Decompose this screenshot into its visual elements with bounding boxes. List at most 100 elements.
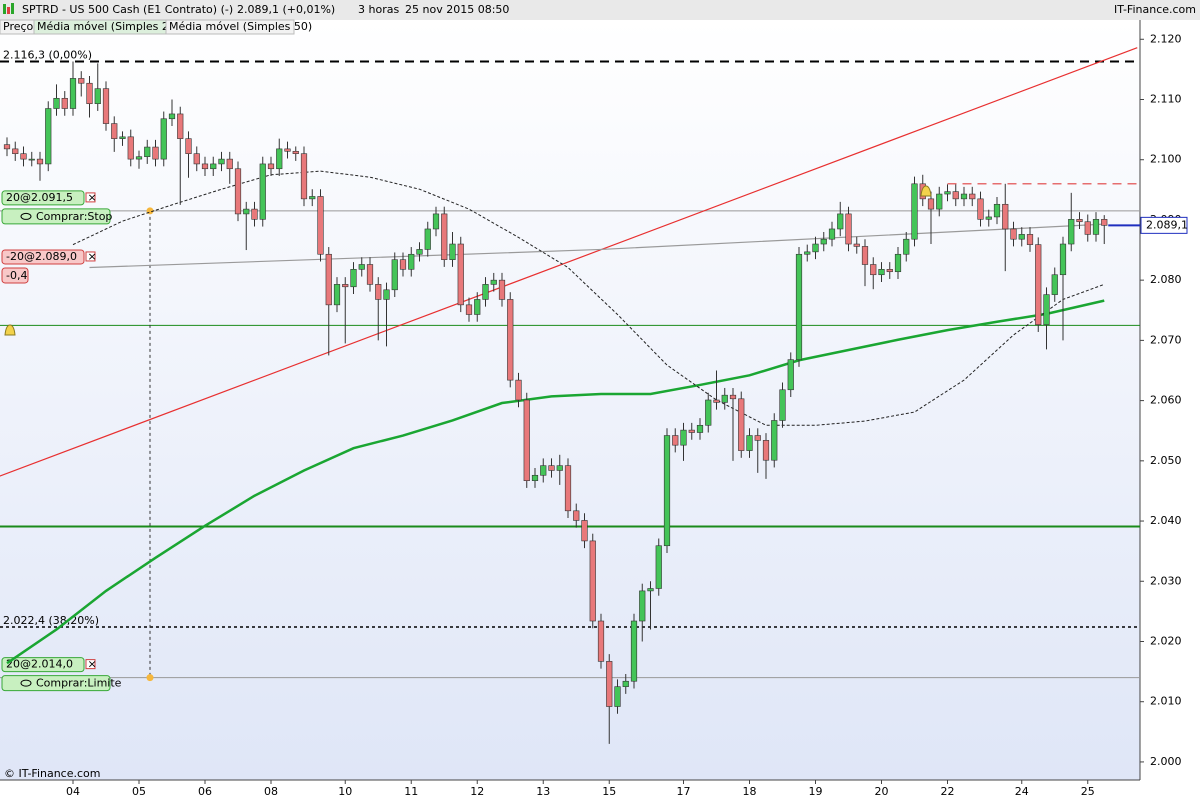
- candle-body: [350, 269, 357, 288]
- order-box[interactable]: [1, 249, 85, 265]
- candle-body: [853, 243, 860, 247]
- candle-body: [936, 193, 943, 210]
- candle-body: [1092, 219, 1100, 235]
- x-axis-area: [0, 780, 1200, 800]
- y-tick-label: 2.100: [1150, 153, 1182, 166]
- candle-body: [86, 82, 93, 105]
- x-tick-label: 24: [1015, 785, 1029, 798]
- alert-bell[interactable]: [920, 185, 932, 197]
- trendline: [0, 47, 1138, 477]
- candle-body: [259, 163, 266, 220]
- candle-body: [498, 279, 506, 300]
- header-bar: [0, 0, 1200, 20]
- candle-body: [696, 424, 704, 433]
- candle-body: [144, 146, 151, 158]
- candle-body: [251, 208, 258, 220]
- candle-body: [548, 465, 555, 471]
- x-tick-label: 15: [602, 785, 616, 798]
- candle-body: [540, 465, 547, 476]
- order-cancel-icon: ×: [88, 191, 97, 204]
- candle-body: [449, 243, 456, 260]
- candle-body: [465, 304, 473, 315]
- candle-body: [1084, 221, 1091, 235]
- candle-body: [655, 545, 662, 589]
- tab[interactable]: [165, 19, 295, 35]
- candle-body: [127, 136, 134, 160]
- order-box[interactable]: [1, 657, 85, 673]
- candle-body: [152, 146, 159, 160]
- icon: [7, 7, 10, 14]
- candle-body: [424, 228, 431, 250]
- order-action-box[interactable]: [1, 675, 111, 692]
- order-label: 20@2.091,5: [6, 191, 73, 204]
- x-tick-label: 11: [404, 785, 418, 798]
- tab-label[interactable]: Média móvel (Simples 200): [37, 20, 187, 33]
- order-cancel[interactable]: [85, 192, 96, 203]
- candle-body: [226, 158, 233, 170]
- trendline: [89, 223, 1105, 269]
- order-action-box[interactable]: [1, 267, 29, 284]
- title: SPTRD - US 500 Cash (E1 Contrato) (-): [22, 3, 233, 16]
- candle-body: [12, 148, 19, 154]
- plot: 2.116,3 (0,00%) 2.022,4 (38,20%) 20@2.091,…: [0, 47, 1140, 744]
- x-tick-label: 18: [743, 785, 757, 798]
- period: 3 horas: [358, 3, 399, 16]
- copyright: © IT-Finance.com: [4, 767, 101, 780]
- x-tick-label: 22: [941, 785, 955, 798]
- candle-body: [754, 435, 761, 441]
- order-action-box[interactable]: [1, 208, 111, 225]
- candle-body: [556, 465, 563, 471]
- eye-icon: [20, 679, 32, 687]
- candle-body: [53, 97, 60, 109]
- y-tick-label: 2.060: [1150, 394, 1182, 407]
- candle-body: [267, 163, 275, 170]
- candle-body: [647, 588, 654, 592]
- order-cancel[interactable]: [85, 659, 96, 670]
- candle-body: [886, 269, 893, 273]
- candle-body: [960, 193, 968, 200]
- price-info: 2.089,1 (+0,01%): [237, 3, 335, 16]
- candle-body: [977, 198, 984, 220]
- candle-body: [383, 289, 390, 300]
- candle-body: [160, 118, 167, 160]
- x-tick-label: 04: [66, 785, 80, 798]
- candle-body: [985, 216, 992, 220]
- candle-body: [177, 113, 184, 139]
- candle-body: [680, 429, 687, 446]
- candle-body: [474, 299, 481, 315]
- last-price-box: [1140, 216, 1188, 234]
- candle-body: [168, 113, 176, 120]
- alert-bell[interactable]: [4, 324, 16, 336]
- candle-body: [20, 153, 27, 160]
- candle-body: [243, 208, 250, 215]
- candle-body: [861, 246, 869, 265]
- x-tick-label: 17: [677, 785, 691, 798]
- y-tick-label: 2.040: [1150, 514, 1182, 527]
- x-tick-label: 10: [338, 785, 352, 798]
- candle-body: [61, 97, 68, 109]
- candle-body: [795, 253, 803, 360]
- y-tick-label: 2.120: [1150, 32, 1182, 45]
- candle-body: [812, 243, 819, 253]
- plot-area: [0, 20, 1140, 780]
- order-box[interactable]: [1, 190, 85, 206]
- candle-body: [102, 88, 110, 124]
- candle-body: [911, 183, 918, 240]
- candle-body: [375, 284, 382, 300]
- y-tick-label: 2.070: [1150, 333, 1182, 346]
- x-tick-label: 08: [264, 785, 278, 798]
- candle-body: [771, 420, 778, 461]
- candle-body: [837, 213, 844, 230]
- candle-body: [1068, 219, 1075, 245]
- candle-body: [416, 249, 423, 255]
- tab-label[interactable]: Preço: [3, 20, 34, 33]
- candle-body: [597, 620, 605, 662]
- candle-body: [507, 299, 514, 381]
- level-label: 2.116,3 (0,00%): [3, 49, 92, 62]
- y-tick-label: 2.000: [1150, 755, 1182, 768]
- order-cancel[interactable]: [85, 251, 96, 262]
- candle-body: [787, 359, 794, 391]
- x-tick-label: 20: [875, 785, 889, 798]
- tab-label[interactable]: Média móvel (Simples 50): [169, 20, 312, 33]
- candle-body: [870, 264, 877, 276]
